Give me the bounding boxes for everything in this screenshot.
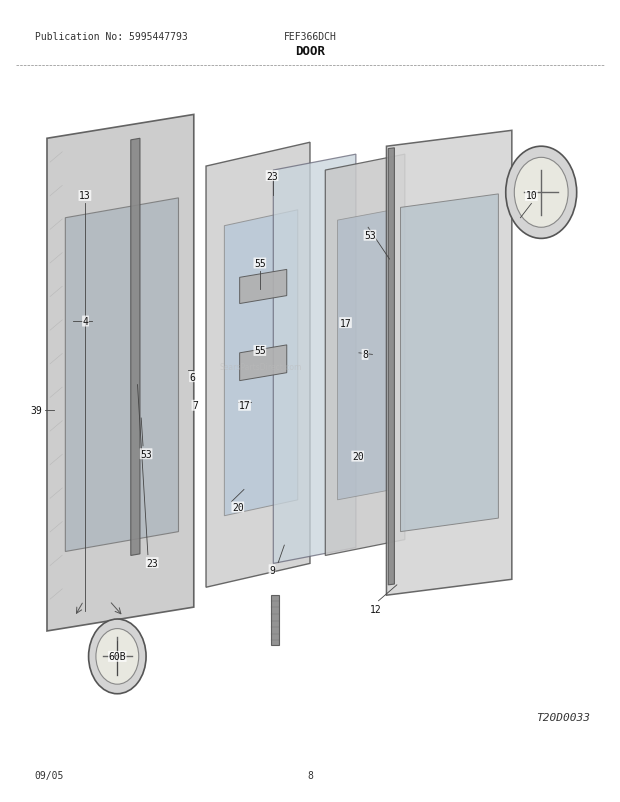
Polygon shape bbox=[206, 143, 310, 588]
Text: 55: 55 bbox=[254, 259, 266, 269]
Polygon shape bbox=[337, 210, 392, 500]
Text: 13: 13 bbox=[79, 191, 91, 201]
Text: 55: 55 bbox=[254, 346, 266, 356]
Polygon shape bbox=[388, 148, 394, 585]
Text: 23: 23 bbox=[266, 172, 278, 181]
Circle shape bbox=[506, 147, 577, 239]
Text: 8: 8 bbox=[362, 350, 368, 360]
Polygon shape bbox=[65, 199, 179, 552]
Circle shape bbox=[515, 158, 568, 228]
Text: SearsPartsDirect.com: SearsPartsDirect.com bbox=[220, 363, 303, 371]
Text: FEF366DCH: FEF366DCH bbox=[283, 32, 337, 42]
Polygon shape bbox=[273, 155, 356, 564]
Text: 12: 12 bbox=[370, 604, 382, 614]
Circle shape bbox=[89, 619, 146, 694]
Polygon shape bbox=[272, 595, 280, 646]
Text: 4: 4 bbox=[82, 317, 89, 326]
Text: 17: 17 bbox=[239, 401, 250, 411]
Text: 8: 8 bbox=[307, 771, 313, 780]
Text: Publication No: 5995447793: Publication No: 5995447793 bbox=[35, 32, 187, 42]
Circle shape bbox=[96, 629, 139, 684]
Polygon shape bbox=[224, 210, 298, 516]
Polygon shape bbox=[386, 132, 512, 595]
Text: 53: 53 bbox=[364, 231, 376, 241]
Polygon shape bbox=[131, 139, 140, 556]
Text: 20: 20 bbox=[352, 452, 363, 462]
Text: 7: 7 bbox=[192, 401, 198, 411]
Polygon shape bbox=[326, 155, 405, 556]
Text: 23: 23 bbox=[146, 558, 158, 568]
Text: DOOR: DOOR bbox=[295, 46, 325, 59]
Text: 39: 39 bbox=[30, 406, 42, 415]
Text: 10: 10 bbox=[526, 191, 538, 201]
Text: 6: 6 bbox=[190, 372, 195, 383]
Text: 9: 9 bbox=[269, 565, 275, 575]
Text: 09/05: 09/05 bbox=[35, 771, 64, 780]
Text: 60B: 60B bbox=[108, 651, 126, 662]
Text: 17: 17 bbox=[340, 318, 352, 328]
Text: 53: 53 bbox=[140, 449, 152, 460]
Polygon shape bbox=[240, 270, 287, 304]
Polygon shape bbox=[47, 115, 194, 631]
Text: 20: 20 bbox=[232, 502, 244, 512]
Text: T20D0033: T20D0033 bbox=[536, 712, 590, 723]
Polygon shape bbox=[401, 195, 498, 532]
Polygon shape bbox=[240, 346, 287, 381]
